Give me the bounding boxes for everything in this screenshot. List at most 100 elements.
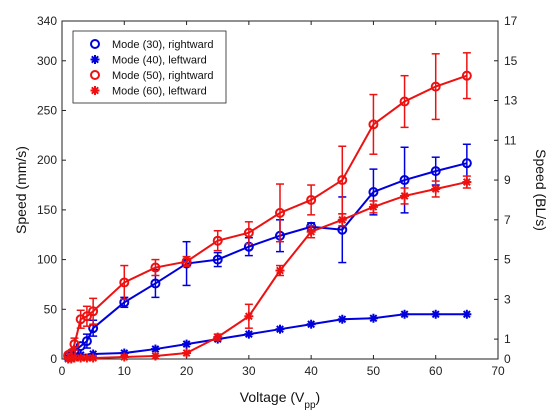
right-y-tick-label: 17 <box>504 14 518 28</box>
right-y-tick-label: 13 <box>504 94 518 108</box>
data-point <box>212 235 223 246</box>
data-point <box>244 329 254 339</box>
legend-label: Mode (50), rightward <box>112 70 214 82</box>
x-tick-label: 70 <box>491 364 505 378</box>
data-point <box>212 254 223 265</box>
star-stroke <box>431 185 440 193</box>
legend-label: Mode (40), leftward <box>112 55 207 67</box>
star-stroke <box>182 349 191 357</box>
left-y-axis-ticks: 0 50 100 150 200 250 300 340 <box>37 14 66 366</box>
series-line <box>67 162 468 357</box>
data-point <box>461 70 472 81</box>
legend-marker <box>90 39 100 49</box>
star-stroke <box>89 354 98 362</box>
star-stroke <box>151 352 160 360</box>
series-1 <box>63 143 472 362</box>
star-stroke <box>462 178 471 186</box>
data-point <box>181 256 192 267</box>
data-point <box>182 348 192 358</box>
data-point <box>368 313 378 323</box>
x-axis-ticks: 0 10 20 30 40 50 60 70 <box>59 21 505 378</box>
data-point <box>275 207 285 218</box>
data-point <box>306 319 316 329</box>
error-bar <box>276 183 284 243</box>
legend-item: Mode (50), rightward <box>90 70 214 82</box>
data-point <box>119 277 130 288</box>
star-stroke <box>276 266 284 275</box>
left-y-tick-label: 200 <box>37 153 57 167</box>
left-y-tick-label: 100 <box>37 253 57 267</box>
error-bar <box>82 305 91 327</box>
star-stroke <box>244 330 253 339</box>
x-tick-label: 0 <box>59 364 66 378</box>
x-tick-label: 50 <box>367 364 381 378</box>
series-line <box>67 313 467 359</box>
legend-marker <box>90 86 100 95</box>
error-bar <box>120 264 129 301</box>
right-y-tick-label: 7 <box>504 213 511 227</box>
error-bar <box>307 184 316 216</box>
legend-label: Mode (60), leftward <box>112 86 207 98</box>
left-y-tick-label: 150 <box>37 203 57 217</box>
star-stroke <box>338 315 347 324</box>
data-point <box>461 158 472 169</box>
right-y-tick-label: 9 <box>504 173 511 187</box>
plot-frame <box>61 20 499 360</box>
star-stroke <box>91 86 99 95</box>
data-point <box>462 177 472 187</box>
legend-marker <box>90 70 100 80</box>
data-point <box>368 202 378 212</box>
legend-item: Mode (30), rightward <box>90 39 214 51</box>
data-point <box>150 262 161 273</box>
data-point <box>150 278 161 289</box>
star-stroke <box>244 312 253 321</box>
data-point <box>275 324 285 334</box>
data-point <box>400 309 410 319</box>
star-stroke <box>76 354 85 362</box>
data-point <box>275 266 285 276</box>
star-stroke <box>151 345 160 353</box>
data-point <box>306 194 317 205</box>
data-point <box>244 311 254 321</box>
right-y-tick-label: 15 <box>504 54 518 68</box>
data-point <box>150 351 160 361</box>
right-y-tick-label: 3 <box>504 292 511 306</box>
star-stroke <box>369 314 378 323</box>
data-point <box>368 186 379 197</box>
star-stroke <box>400 310 409 319</box>
x-axis-title: Voltage (Vpp) <box>240 389 320 411</box>
data-point <box>69 353 79 363</box>
legend-item: Mode (40), leftward <box>90 55 207 67</box>
star-stroke <box>276 325 284 334</box>
series-layer <box>63 52 472 364</box>
error-bar <box>462 52 471 100</box>
error-bar <box>338 145 347 215</box>
series-line <box>68 181 468 360</box>
data-point <box>431 184 441 194</box>
right-y-axis-title: Speed (BL/s) <box>533 149 549 231</box>
left-y-tick-label: 300 <box>37 54 57 68</box>
series-3 <box>63 52 472 361</box>
data-point <box>81 336 92 347</box>
legend-marker <box>90 55 100 64</box>
x-tick-label: 20 <box>180 364 194 378</box>
data-point <box>182 339 192 349</box>
data-point <box>213 332 223 342</box>
data-point <box>431 309 441 319</box>
error-bar <box>369 93 378 155</box>
data-point <box>368 119 379 130</box>
error-bar <box>213 230 222 252</box>
left-y-tick-label: 340 <box>37 14 57 28</box>
data-point <box>399 175 410 186</box>
data-point <box>430 166 441 177</box>
data-point <box>81 311 92 322</box>
star-stroke <box>462 310 471 319</box>
star-stroke <box>400 192 409 200</box>
x-tick-label: 60 <box>429 364 443 378</box>
right-y-tick-label: 5 <box>504 253 511 267</box>
legend-item: Mode (60), leftward <box>90 86 207 98</box>
left-y-tick-label: 250 <box>37 103 57 117</box>
legend: Mode (30), rightward Mode (40), leftward M… <box>72 30 227 104</box>
data-point <box>399 96 410 107</box>
